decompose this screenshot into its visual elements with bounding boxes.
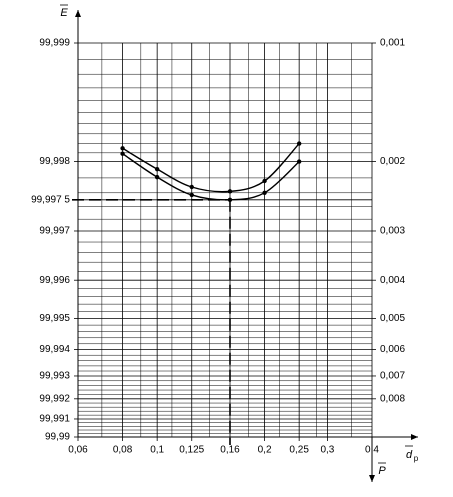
y2-tick-label: 0,006 xyxy=(380,344,405,355)
x-tick-label: 0,25 xyxy=(289,445,309,456)
x-tick-label: 0,16 xyxy=(220,445,240,456)
y-tick-label: 99,999 xyxy=(39,38,70,49)
curve xyxy=(122,143,300,193)
data-point xyxy=(262,178,267,184)
x-tick-label: 0,4 xyxy=(365,445,379,456)
y-tick-label: 99,996 xyxy=(39,275,70,286)
y-tick-label: 99,994 xyxy=(39,344,70,355)
y-tick-label: 99,992 xyxy=(39,393,70,404)
y2-tick-label: 0,007 xyxy=(380,371,405,382)
y2-tick-label: 0,002 xyxy=(380,156,405,167)
y2-tick-label: 0,001 xyxy=(380,38,405,49)
data-point xyxy=(296,159,302,164)
x-tick-label: 0,125 xyxy=(179,445,204,456)
y-tick-label: 99,997 5 xyxy=(31,194,70,205)
x-tick-label: 0,06 xyxy=(68,445,88,456)
data-point xyxy=(262,190,267,196)
y-tick-label: 99,998 xyxy=(39,156,70,167)
data-point xyxy=(227,197,233,202)
data-point xyxy=(189,192,194,198)
y-tick-label: 99,995 xyxy=(39,313,70,324)
y-tick-label: 99,993 xyxy=(39,371,70,382)
x-tick-label: 0,3 xyxy=(320,445,334,456)
y-axis-label: E xyxy=(60,7,68,19)
x-tick-label: 0,08 xyxy=(113,445,133,456)
data-point xyxy=(120,146,125,151)
y-tick-label: 99,997 xyxy=(39,226,70,237)
x-axis-label-sub: p xyxy=(414,454,419,463)
data-point xyxy=(154,166,160,172)
data-point xyxy=(296,141,302,146)
y2-axis-label: P xyxy=(378,465,386,477)
y2-tick-label: 0,004 xyxy=(380,275,405,286)
x-tick-label: 0,2 xyxy=(258,445,272,456)
data-point xyxy=(154,174,160,180)
y2-tick-label: 0,003 xyxy=(380,226,405,237)
x-tick-label: 0,1 xyxy=(150,445,164,456)
y2-tick-label: 0,005 xyxy=(380,313,405,324)
x-axis-label: d xyxy=(406,449,413,461)
y2-tick-label: 0,008 xyxy=(380,393,405,404)
curve xyxy=(122,153,300,201)
data-point xyxy=(227,189,233,194)
y-tick-label: 99,99 xyxy=(45,432,70,443)
data-point xyxy=(189,184,194,190)
y-tick-label: 99,991 xyxy=(39,414,70,425)
data-point xyxy=(120,151,125,156)
